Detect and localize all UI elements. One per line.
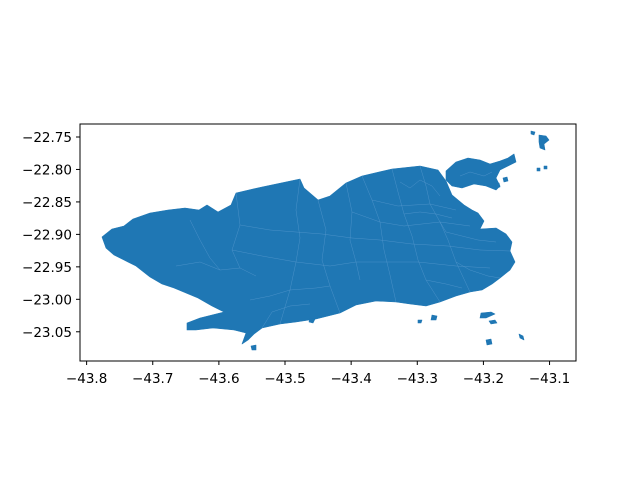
x-tick-label: −43.4 [330,371,371,387]
x-tick-label: −43.1 [529,371,570,387]
x-tick-label: −43.5 [264,371,305,387]
axes-frame [79,123,577,362]
y-tick-label: −22.85 [22,195,72,211]
island-south-8 [250,344,257,351]
y-tick-label: −22.75 [22,130,72,146]
island-cagarras [479,311,496,319]
island-small-5 [530,130,536,136]
district-boundaries [175,165,511,329]
x-axis: −43.8 −43.7 −43.6 −43.5 −43.4 −43.3 −43.2 −43.1 [66,361,570,387]
island-northeast [538,134,550,151]
island-small-1 [502,176,509,183]
x-tick-label: −43.2 [463,371,504,387]
island-south-3 [518,333,525,341]
y-tick-label: −22.95 [22,260,72,276]
x-tick-label: −43.7 [132,371,173,387]
island-small-4 [536,167,541,172]
island-south-6 [417,319,423,324]
island-small-2 [494,182,501,189]
y-axis: −22.75 −22.80 −22.85 −22.90 −22.95 −23.00 −23.… [22,130,80,341]
governador-island [445,153,517,191]
y-tick-label: −22.80 [22,162,72,178]
y-tick-label: −22.90 [22,227,72,243]
map-area [101,130,550,351]
island-south-4 [485,338,493,346]
x-tick-label: −43.3 [397,371,438,387]
rio-landmass [101,165,516,345]
island-south-7 [308,317,316,324]
y-tick-label: −23.00 [22,292,72,308]
x-tick-label: −43.8 [66,371,107,387]
island-south-2 [488,319,498,325]
island-south-5 [430,314,438,321]
island-small-3 [543,165,548,170]
y-tick-label: −23.05 [22,325,72,341]
x-tick-label: −43.6 [198,371,239,387]
